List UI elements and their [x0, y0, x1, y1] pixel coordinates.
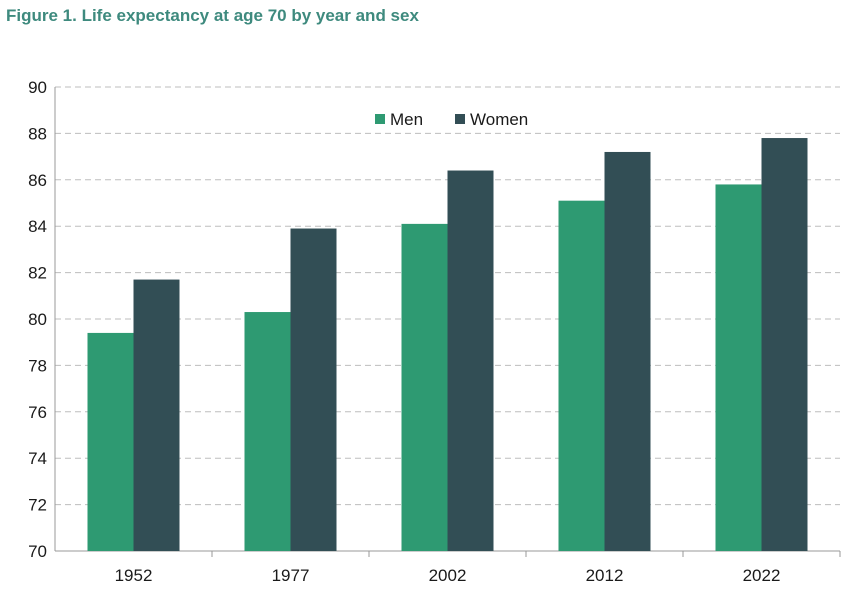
bar-women-1952	[133, 279, 180, 551]
bar-men-2012	[558, 200, 605, 551]
y-tick-label: 84	[28, 217, 47, 236]
y-tick-label: 70	[28, 542, 47, 561]
legend-swatch-men	[375, 114, 385, 124]
legend-label-men: Men	[390, 110, 423, 129]
bar-men-1977	[244, 312, 291, 551]
legend: Men Women	[375, 110, 528, 129]
bar-women-2002	[447, 170, 494, 551]
bars	[87, 138, 808, 552]
y-tick-labels: 70 72 74 76 78 80 82 84 86 88 90	[28, 78, 47, 561]
y-tick-label: 86	[28, 171, 47, 190]
y-tick-label: 80	[28, 310, 47, 329]
legend-swatch-women	[455, 114, 465, 124]
y-tick-label: 72	[28, 496, 47, 515]
y-tick-label: 88	[28, 124, 47, 143]
y-tick-label: 78	[28, 356, 47, 375]
x-tick-label: 2012	[586, 566, 624, 585]
legend-label-women: Women	[470, 110, 528, 129]
bar-women-2012	[604, 151, 651, 551]
x-tick-label: 1952	[115, 566, 153, 585]
bar-women-2022	[761, 138, 808, 552]
x-tick-label: 2002	[429, 566, 467, 585]
x-tick-label: 1977	[272, 566, 310, 585]
bar-men-2022	[715, 184, 762, 551]
bar-men-1952	[87, 332, 134, 551]
x-tick-label: 2022	[743, 566, 781, 585]
y-tick-label: 82	[28, 264, 47, 283]
bar-men-2002	[401, 223, 448, 551]
y-tick-label: 74	[28, 449, 47, 468]
bar-women-1977	[290, 228, 337, 551]
x-tick-labels: 1952 1977 2002 2012 2022	[115, 566, 781, 585]
y-tick-label: 90	[28, 78, 47, 97]
figure-title: Figure 1. Life expectancy at age 70 by y…	[6, 6, 419, 25]
y-tick-label: 76	[28, 403, 47, 422]
